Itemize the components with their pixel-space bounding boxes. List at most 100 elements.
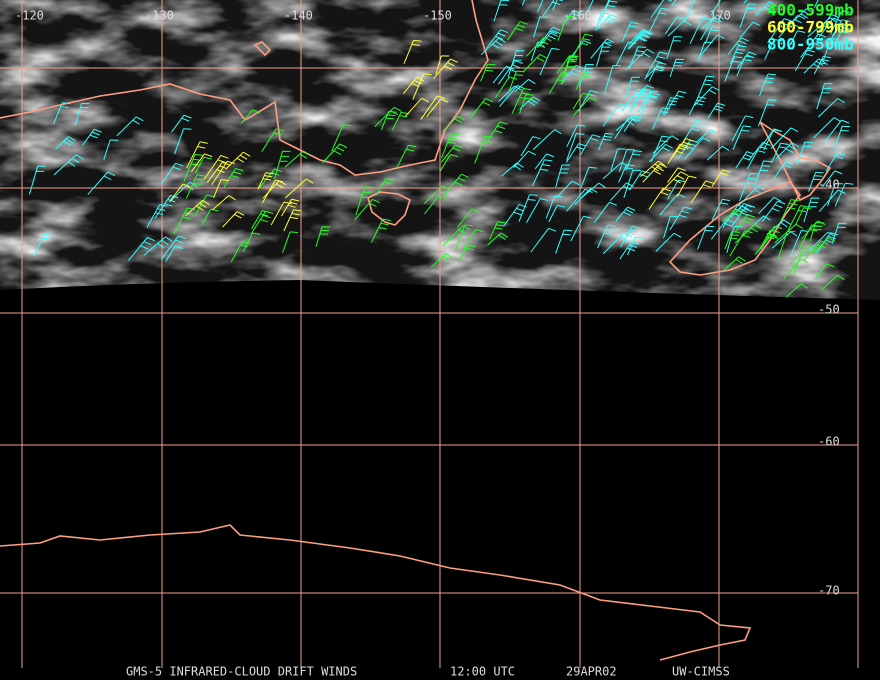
wind-barb xyxy=(28,165,46,195)
wind-barb xyxy=(701,14,725,29)
wind-barb xyxy=(557,180,580,197)
wind-barb xyxy=(755,1,777,16)
wind-barb xyxy=(628,30,654,50)
wind-barb xyxy=(663,215,679,239)
wind-barb xyxy=(213,179,230,198)
wind-barb xyxy=(695,129,718,144)
wind-barb xyxy=(808,171,824,192)
wind-barb xyxy=(822,38,840,63)
wind-barb xyxy=(667,167,686,183)
wind-barb xyxy=(690,180,714,204)
wind-barb xyxy=(435,55,450,75)
wind-barb xyxy=(230,241,251,263)
wind-barb xyxy=(660,171,689,193)
wind-barb xyxy=(645,51,668,78)
wind-barb xyxy=(610,148,626,171)
wind-barb xyxy=(830,10,850,35)
wind-barb xyxy=(830,22,850,40)
wind-barb xyxy=(507,50,525,78)
wind-barb xyxy=(625,150,642,171)
wind-barb xyxy=(519,94,534,114)
wind-barb xyxy=(627,30,651,50)
wind-barb xyxy=(833,125,851,150)
wind-barb xyxy=(822,170,843,188)
wind-barb xyxy=(619,241,640,260)
longitude-label: -170 xyxy=(702,9,731,23)
wind-barb xyxy=(683,0,696,23)
latitude-label: -70 xyxy=(818,584,840,598)
footer-title: GMS-5 INFRARED-CLOUD DRIFT WINDS xyxy=(126,665,357,679)
wind-barb xyxy=(534,153,555,170)
wind-barb xyxy=(557,15,576,41)
wind-barb xyxy=(824,119,850,143)
wind-barb xyxy=(33,233,53,257)
wind-barb xyxy=(615,206,636,222)
wind-barb xyxy=(697,75,715,99)
wind-barb xyxy=(223,168,244,189)
wind-barb xyxy=(539,47,560,76)
wind-barb xyxy=(282,231,299,253)
wind-barb xyxy=(753,160,772,187)
wind-barb xyxy=(503,204,527,227)
wind-barb xyxy=(128,237,155,261)
wind-barb xyxy=(580,166,597,189)
wind-barb xyxy=(370,218,391,243)
wind-barb xyxy=(604,0,610,9)
wind-barb xyxy=(552,0,558,11)
wind-barb xyxy=(809,222,824,242)
wind-barb xyxy=(433,58,458,79)
wind-barb xyxy=(803,240,829,261)
wind-barb xyxy=(738,185,766,206)
wind-barb xyxy=(770,142,789,164)
wind-barb xyxy=(186,141,208,169)
wind-barb xyxy=(423,185,450,204)
wind-barb xyxy=(711,169,731,188)
wind-barb xyxy=(648,143,673,163)
wind-barb xyxy=(87,171,116,195)
wind-barb xyxy=(628,46,646,70)
wind-barb xyxy=(480,63,496,82)
wind-barb xyxy=(194,194,215,216)
wind-barb xyxy=(572,92,591,110)
wind-barb xyxy=(773,161,794,180)
wind-barb xyxy=(735,151,755,169)
wind-barb xyxy=(154,194,179,219)
legend-entry: 400-599mb xyxy=(767,1,854,20)
wind-barb xyxy=(194,156,212,174)
wind-barb xyxy=(778,14,806,38)
wind-barb xyxy=(548,204,566,223)
wind-barb xyxy=(454,224,473,251)
grid xyxy=(0,0,859,668)
wind-barb xyxy=(185,199,210,217)
wind-barb xyxy=(736,51,757,69)
wind-barb xyxy=(322,143,348,163)
wind-barb xyxy=(724,56,743,82)
wind-barb xyxy=(495,76,518,98)
wind-barb xyxy=(518,194,538,222)
wind-barb xyxy=(532,129,562,150)
wind-barb xyxy=(689,17,711,44)
wind-barb xyxy=(520,136,541,157)
wind-barb xyxy=(700,19,720,41)
wind-barb xyxy=(52,102,71,125)
wind-barb xyxy=(816,14,840,35)
wind-barb xyxy=(676,175,697,198)
legend-entry: 800-950mb xyxy=(767,35,854,54)
wind-barb xyxy=(746,146,768,170)
wind-barb xyxy=(815,263,835,279)
wind-barb xyxy=(274,150,291,179)
wind-barb xyxy=(562,9,582,27)
wind-barb xyxy=(721,208,743,223)
wind-barb xyxy=(284,178,314,199)
wind-barb xyxy=(560,64,584,85)
wind-barb xyxy=(222,211,245,228)
wind-barb xyxy=(526,36,552,57)
wind-barb xyxy=(281,198,300,217)
wind-barb xyxy=(788,245,816,266)
wind-barb xyxy=(212,195,236,211)
wind-barb xyxy=(492,65,515,84)
footer-time: 12:00 UTC xyxy=(450,665,515,679)
wind-barb xyxy=(597,224,616,249)
wind-barb xyxy=(54,136,76,150)
wind-barb xyxy=(825,152,846,172)
